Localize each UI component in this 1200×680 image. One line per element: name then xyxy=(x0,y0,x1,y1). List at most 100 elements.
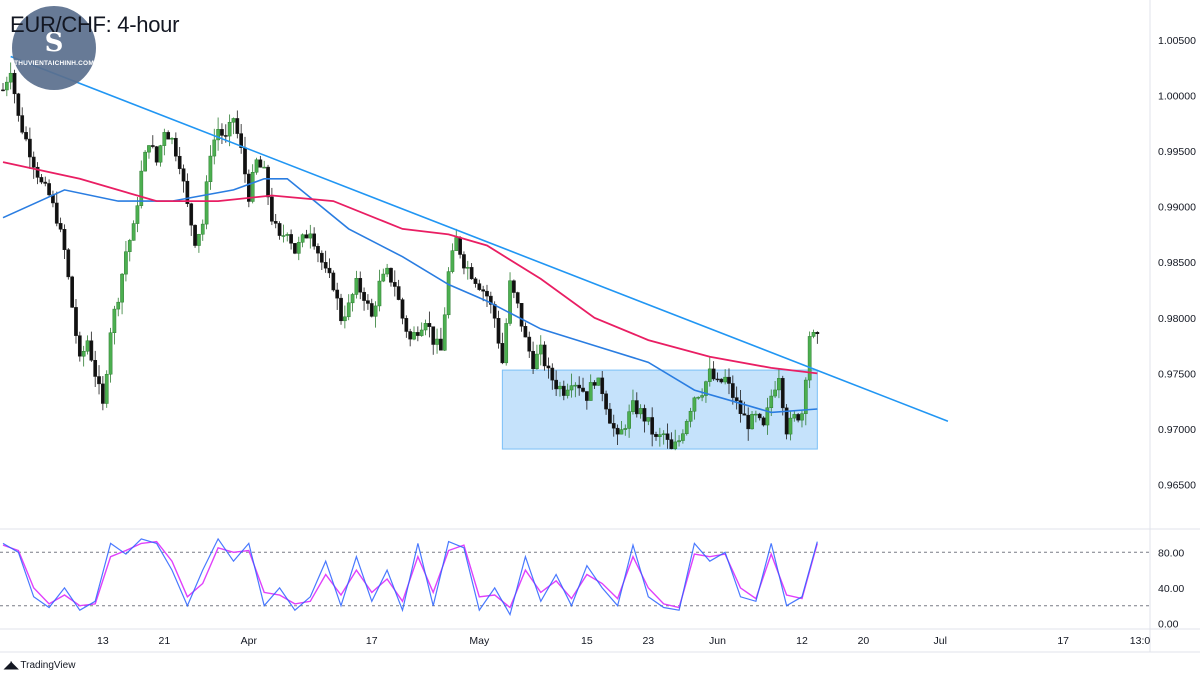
candle-body xyxy=(416,332,420,336)
stoch-tick-label: 80.00 xyxy=(1158,547,1184,559)
candle-body xyxy=(308,233,313,239)
candle-body xyxy=(596,377,601,386)
candle-body xyxy=(197,234,201,246)
candle-body xyxy=(373,305,378,317)
candle-body xyxy=(784,407,789,435)
candle-body xyxy=(208,155,213,182)
candle-body xyxy=(627,411,631,429)
tradingview-brand[interactable]: ◢◣ TradingView xyxy=(4,660,75,671)
time-tick-label: 13:0 xyxy=(1130,635,1151,647)
time-tick-label: 20 xyxy=(858,635,870,647)
candle-body xyxy=(592,382,597,386)
price-tick-label: 0.99000 xyxy=(1158,202,1196,214)
candle-body xyxy=(212,139,217,157)
price-tick-label: 1.00500 xyxy=(1158,35,1196,47)
time-tick-label: Jul xyxy=(934,635,947,647)
candle-body xyxy=(39,177,44,183)
candle-body xyxy=(707,368,712,382)
candle-body xyxy=(638,408,643,415)
candle-body xyxy=(296,242,301,254)
candle-body xyxy=(538,344,543,355)
candle-body xyxy=(304,234,309,239)
stoch-k-line xyxy=(2,537,818,617)
candle-body xyxy=(262,166,267,169)
candle-body xyxy=(811,332,816,337)
candle-body xyxy=(273,221,278,224)
candle-body xyxy=(631,400,635,412)
price-tick-label: 1.00000 xyxy=(1158,90,1196,102)
price-tick-label: 0.98500 xyxy=(1158,257,1196,269)
candle-body xyxy=(427,323,432,327)
candle-body xyxy=(239,133,244,148)
candle-body xyxy=(615,427,620,435)
candle-body xyxy=(408,331,413,340)
candle-body xyxy=(139,170,144,206)
candle-body xyxy=(62,229,67,250)
candle-body xyxy=(515,292,520,304)
candle-body xyxy=(81,350,86,357)
candle-body xyxy=(761,417,766,426)
candle-body xyxy=(665,433,670,440)
candle-body xyxy=(473,278,478,284)
candle-body xyxy=(623,428,628,430)
candle-body xyxy=(573,384,578,387)
candle-body xyxy=(634,400,639,415)
candle-body xyxy=(684,421,689,434)
candle-body xyxy=(519,303,524,327)
candle-body xyxy=(661,433,666,436)
candle-body xyxy=(254,159,259,173)
candle-body xyxy=(657,434,662,437)
candle-body xyxy=(412,332,416,340)
candle-body xyxy=(485,290,489,297)
candle-body xyxy=(542,344,547,367)
time-tick-label: 21 xyxy=(158,635,170,647)
candle-body xyxy=(730,383,735,398)
candle-body xyxy=(300,234,305,243)
candle-body xyxy=(650,417,655,435)
candle-body xyxy=(815,332,820,335)
candle-body xyxy=(104,373,109,404)
candle-body xyxy=(469,267,474,280)
candle-body xyxy=(588,382,593,401)
candle-body xyxy=(74,307,78,336)
candle-body xyxy=(788,417,793,435)
candle-body xyxy=(174,137,178,157)
candle-body xyxy=(127,240,132,252)
candle-body xyxy=(243,147,247,175)
candle-body xyxy=(28,138,32,158)
candle-body xyxy=(800,413,804,421)
time-tick-label: May xyxy=(469,635,490,647)
candle-body xyxy=(54,202,59,224)
candle-body xyxy=(527,336,532,352)
tv-logo-icon: ◢◣ xyxy=(4,660,18,671)
candle-body xyxy=(319,252,324,263)
trendline xyxy=(10,55,949,422)
candle-body xyxy=(512,280,516,293)
time-tick-label: 13 xyxy=(97,635,109,647)
candle-body xyxy=(143,151,147,172)
candle-body xyxy=(419,329,424,336)
candle-body xyxy=(654,434,658,437)
candle-body xyxy=(108,332,113,375)
candle-body xyxy=(31,156,36,168)
candle-body xyxy=(423,323,428,331)
candle-body xyxy=(392,282,397,287)
candle-body xyxy=(450,250,455,272)
price-tick-label: 0.97000 xyxy=(1158,424,1196,436)
candle-body xyxy=(316,246,320,254)
candle-body xyxy=(550,367,555,381)
candle-body xyxy=(354,278,359,295)
price-tick-label: 0.99500 xyxy=(1158,146,1196,158)
candle-body xyxy=(807,336,812,381)
candle-body xyxy=(608,408,612,424)
candle-body xyxy=(642,408,647,422)
candle-body xyxy=(746,414,751,430)
candle-body xyxy=(711,368,716,380)
candle-body xyxy=(561,385,566,396)
candle-body xyxy=(266,166,270,198)
candle-body xyxy=(4,81,9,91)
candle-body xyxy=(396,286,401,300)
logo-mark: S xyxy=(44,27,64,58)
